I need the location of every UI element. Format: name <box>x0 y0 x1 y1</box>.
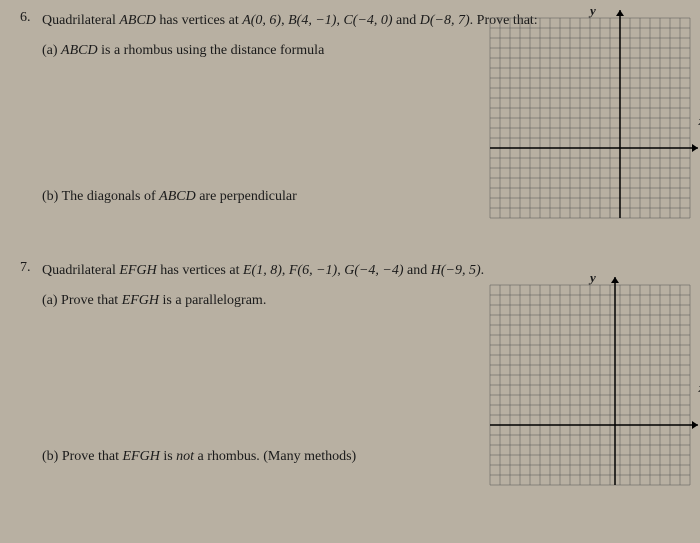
sep: , <box>282 263 289 278</box>
point-b: B(4, −1) <box>288 13 336 28</box>
point-g: G(−4, −4) <box>344 263 403 278</box>
point-a: A(0, 6) <box>242 13 281 28</box>
point-e: E(1, 8) <box>243 263 282 278</box>
part-label: (a) Prove that <box>42 293 122 308</box>
point-f: F(6, −1) <box>289 263 337 278</box>
y-axis-label: y <box>590 270 596 286</box>
quad-name: ABCD <box>119 13 156 28</box>
part-text: is <box>160 449 176 464</box>
quad-name: EFGH <box>122 449 159 464</box>
problem-number: 6. <box>20 10 31 26</box>
part-label: (a) <box>42 43 61 58</box>
point-h: H(−9, 5) <box>431 263 481 278</box>
part-text: is a rhombus using the distance formula <box>98 43 325 58</box>
problem-number: 7. <box>20 260 31 276</box>
intro-text: Quadrilateral <box>42 263 119 278</box>
quad-name: EFGH <box>119 263 156 278</box>
grid-svg <box>490 285 690 485</box>
has-vertices: has vertices at <box>157 263 243 278</box>
period: . <box>481 263 485 278</box>
grid-svg <box>490 18 690 218</box>
not-text: not <box>176 449 194 464</box>
part-label: (b) The diagonals of <box>42 189 159 204</box>
point-d: D(−8, 7) <box>420 13 470 28</box>
y-axis-label: y <box>590 3 596 19</box>
problem-statement: Quadrilateral EFGH has vertices at E(1, … <box>42 260 680 281</box>
quad-name: ABCD <box>159 189 196 204</box>
quad-name: EFGH <box>122 293 159 308</box>
coordinate-grid-1: y x <box>490 18 690 223</box>
part-text2: a rhombus. (Many methods) <box>194 449 356 464</box>
sep: and <box>393 13 420 28</box>
part-text: is a parallelogram. <box>159 293 266 308</box>
coordinate-grid-2: y x <box>490 285 690 490</box>
part-label: (b) Prove that <box>42 449 122 464</box>
quad-name: ABCD <box>61 43 98 58</box>
has-vertices: has vertices at <box>156 13 242 28</box>
part-text: are perpendicular <box>196 189 297 204</box>
intro-text: Quadrilateral <box>42 13 119 28</box>
point-c: C(−4, 0) <box>343 13 392 28</box>
sep: and <box>404 263 431 278</box>
